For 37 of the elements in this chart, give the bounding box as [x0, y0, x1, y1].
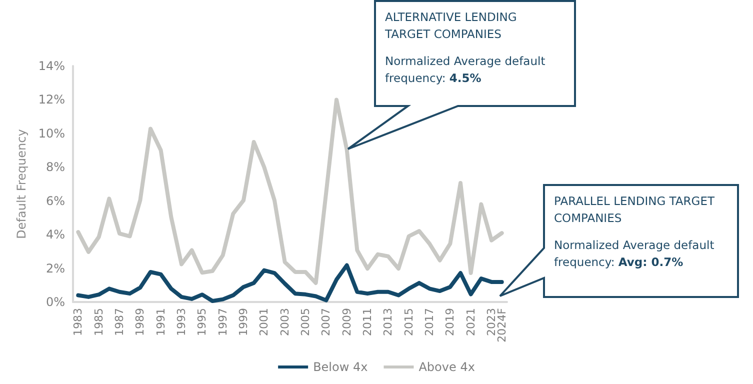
x-tick-label: 2013 [382, 308, 395, 336]
annotation: ALTERNATIVE LENDING TARGET COMPANIES Normalized Average default frequency: 4.5% [385, 9, 546, 87]
x-tick-label: 2017 [423, 308, 436, 336]
y-tick-label: 8% [46, 160, 65, 174]
x-tick-label: 2001 [258, 308, 271, 336]
x-tick-label: 1997 [216, 308, 230, 336]
y-tick-label: 14% [38, 59, 65, 73]
x-tick-label: 2011 [361, 308, 374, 336]
x-tick-label: 2015 [402, 308, 416, 336]
x-tick-label: 1999 [237, 308, 250, 336]
x-tick-label: 2009 [340, 308, 354, 336]
y-tick-label: 6% [46, 194, 65, 208]
y-tick-label: 2% [46, 261, 65, 276]
y-tick-label: 10% [38, 126, 65, 140]
x-tick-label: 1993 [175, 308, 188, 336]
x-tick-label: 1989 [134, 308, 147, 336]
x-tick-label: 2023 [485, 308, 498, 336]
y-axis-title: Default Frequency [14, 129, 28, 239]
y-tick-label: 4% [46, 228, 65, 242]
text: PARALLEL LENDING TARGET COMPANIES Normalized Average default frequency: Avg: 0.7% [554, 193, 716, 271]
line-series [76, 263, 504, 303]
x-tick-label: 2021 [464, 308, 478, 336]
line-series [76, 98, 504, 285]
legend-label: Below 4x [313, 360, 368, 374]
x-tick-label: 1991 [154, 308, 168, 336]
x-tick-label: 2007 [320, 308, 333, 336]
x-tick-label: 2003 [278, 308, 292, 336]
x-tick-label: 2019 [444, 308, 457, 336]
x-tick-label: 1995 [196, 308, 209, 336]
y-tick-label: 12% [38, 92, 65, 107]
x-tick-label: 1987 [113, 308, 126, 336]
x-tick-label: 1985 [92, 308, 106, 336]
legend-label: Above 4x [418, 360, 475, 374]
x-tick-label: 2005 [299, 308, 312, 336]
y-tick-label: 0% [46, 295, 65, 309]
x-tick-label: 2024F [495, 308, 508, 342]
x-tick-label: 1983 [72, 308, 85, 336]
